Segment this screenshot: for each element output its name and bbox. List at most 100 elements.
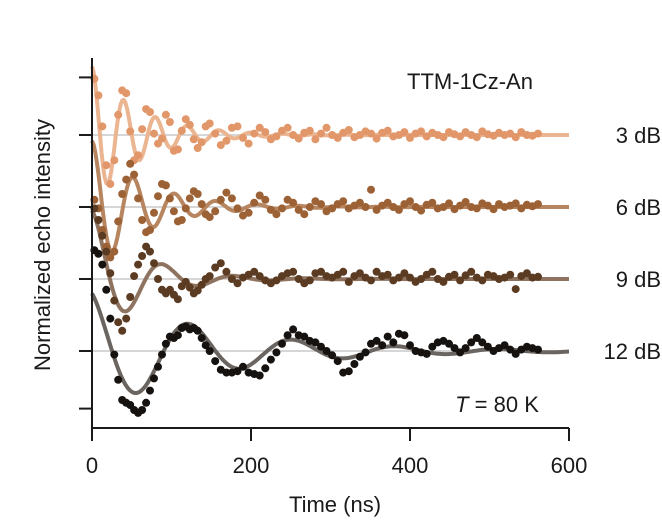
data-point [255, 191, 264, 200]
data-point [456, 348, 465, 357]
data-point [126, 127, 135, 136]
data-point [98, 231, 107, 240]
data-point [197, 280, 206, 289]
data-point [118, 190, 127, 198]
chart-title: TTM-1Cz-An [407, 69, 533, 94]
data-point [158, 350, 166, 359]
data-point [106, 269, 115, 278]
data-point [138, 216, 147, 224]
data-point [294, 134, 303, 143]
data-point [261, 364, 270, 373]
series-label-2: 9 dB [616, 267, 661, 292]
data-point [400, 269, 409, 278]
data-point [165, 194, 174, 203]
data-point [400, 331, 409, 340]
data-point [94, 249, 103, 258]
data-point [333, 133, 342, 142]
data-point [134, 151, 143, 160]
data-point [478, 338, 487, 347]
data-point [233, 204, 242, 213]
data-point [205, 347, 214, 355]
data-point [344, 126, 353, 134]
data-point [289, 325, 298, 334]
data-point [417, 275, 426, 283]
data-point [317, 129, 325, 138]
data-point [311, 338, 320, 347]
data-point [372, 336, 381, 345]
data-point [150, 259, 158, 268]
data-point [461, 198, 470, 206]
data-point [173, 295, 182, 304]
data-point [322, 123, 331, 132]
data-point [161, 181, 170, 190]
data-point [317, 200, 325, 209]
data-points [90, 74, 542, 417]
data-point [450, 270, 459, 279]
data-point [367, 129, 375, 138]
data-point [317, 267, 325, 276]
data-point [154, 275, 162, 283]
series-labels: 3 dB 6 dB 9 dB 12 dB [604, 123, 662, 364]
data-point [134, 260, 143, 269]
data-point [205, 119, 214, 128]
data-point [389, 338, 398, 347]
data-point [456, 132, 465, 141]
data-point [138, 125, 147, 134]
x-tick-label-3: 600 [551, 453, 588, 478]
data-point [261, 128, 270, 137]
data-point [294, 275, 303, 283]
data-point [98, 122, 107, 131]
data-point [506, 345, 515, 354]
data-point [511, 133, 520, 142]
data-point [197, 200, 206, 209]
data-point [126, 293, 135, 301]
data-point [211, 129, 220, 138]
data-point [534, 272, 542, 281]
data-point [483, 342, 492, 351]
data-point [138, 252, 147, 260]
data-point [522, 269, 531, 278]
data-point [150, 129, 158, 138]
data-point [161, 110, 170, 119]
data-point [201, 341, 210, 350]
data-point [130, 170, 139, 179]
data-point [333, 357, 342, 366]
data-point [134, 194, 143, 203]
data-point [122, 89, 131, 98]
data-point [534, 200, 542, 209]
data-point [250, 267, 259, 276]
data-point [114, 375, 123, 384]
data-point [355, 352, 364, 361]
data-point [478, 276, 487, 285]
data-point [239, 362, 247, 371]
series-label-3: 12 dB [604, 339, 662, 364]
data-point [181, 204, 190, 213]
data-point [378, 341, 387, 350]
data-point [289, 198, 298, 207]
data-point [300, 210, 309, 219]
data-point [250, 129, 259, 138]
data-point [222, 267, 231, 276]
data-point [383, 270, 392, 279]
data-point [177, 216, 186, 224]
data-point [185, 283, 194, 292]
data-point [154, 362, 162, 371]
data-point [445, 199, 453, 208]
data-point [328, 351, 337, 360]
data-point [506, 270, 515, 279]
data-point [244, 139, 253, 148]
y-ticks [79, 76, 92, 410]
data-point [305, 126, 314, 135]
data-point [193, 286, 202, 295]
data-point [261, 195, 270, 204]
data-point [272, 210, 281, 219]
x-tick-label-0: 0 [86, 453, 98, 478]
x-tick-label-1: 200 [233, 453, 270, 478]
data-point [211, 263, 220, 272]
data-point [311, 135, 320, 144]
data-point [406, 133, 414, 142]
data-point [94, 216, 103, 224]
data-point [361, 348, 370, 357]
data-point [173, 145, 182, 154]
data-point [350, 360, 359, 368]
